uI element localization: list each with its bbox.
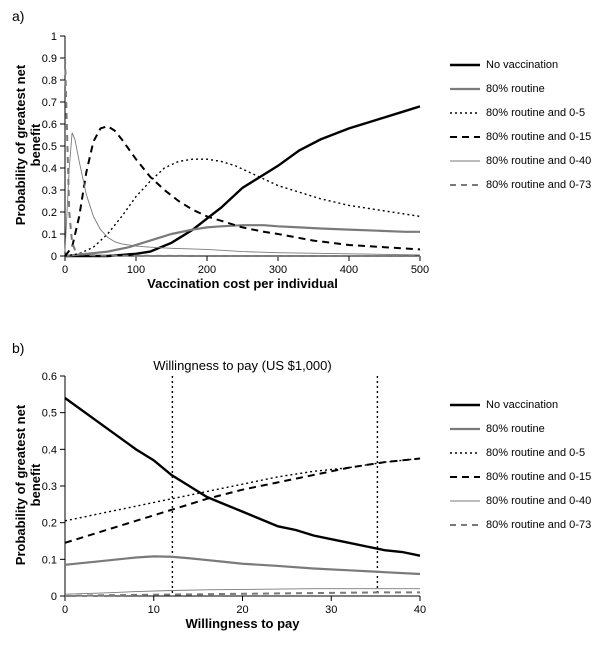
panel-a-legend: No vaccination 80% routine 80% routine and… [450,58,591,202]
legend-item: No vaccination [450,58,591,72]
legend-label: 80% routine and 0-15 [486,471,591,483]
legend-label: 80% routine and 0-5 [486,107,585,119]
legend-label: 80% routine [486,423,545,435]
svg-text:0.2: 0.2 [42,207,57,219]
legend-label: 80% routine and 0-40 [486,155,591,167]
svg-text:30: 30 [325,604,337,616]
legend-item: 80% routine and 0-73 [450,518,591,532]
svg-text:0.4: 0.4 [42,444,57,456]
svg-text:20: 20 [236,604,248,616]
legend-item: 80% routine and 0-15 [450,470,591,484]
legend-item: 80% routine and 0-15 [450,130,591,144]
svg-text:0.1: 0.1 [42,229,57,241]
svg-text:0.6: 0.6 [42,119,57,131]
svg-text:0: 0 [62,264,68,276]
legend-label: 80% routine and 0-73 [486,179,591,191]
legend-label: 80% routine [486,83,545,95]
legend-label: 80% routine and 0-5 [486,447,585,459]
legend-item: 80% routine and 0-40 [450,154,591,168]
legend-label: No vaccination [486,399,558,411]
legend-item: 80% routine and 0-5 [450,446,591,460]
svg-text:0.7: 0.7 [42,97,57,109]
svg-text:0.5: 0.5 [42,408,57,420]
figure: a) 010020030040050000.10.20.30.40.50.60.… [0,0,600,663]
svg-text:0.8: 0.8 [42,75,57,87]
panel-b-legend: No vaccination 80% routine 80% routine and… [450,398,591,542]
svg-text:40: 40 [414,604,426,616]
svg-text:0.9: 0.9 [42,53,57,65]
panel-b-ylabel: Probability of greatest net benefit [13,395,43,575]
legend-item: 80% routine [450,422,591,436]
legend-item: No vaccination [450,398,591,412]
legend-label: No vaccination [486,59,558,71]
svg-text:0.4: 0.4 [42,163,57,175]
svg-text:0.3: 0.3 [42,481,57,493]
svg-text:0.5: 0.5 [42,141,57,153]
svg-text:200: 200 [198,264,216,276]
svg-text:300: 300 [269,264,287,276]
svg-text:0.1: 0.1 [42,554,57,566]
legend-label: 80% routine and 0-40 [486,495,591,507]
svg-text:0.6: 0.6 [42,371,57,383]
svg-text:0: 0 [51,591,57,603]
legend-label: 80% routine and 0-15 [486,131,591,143]
legend-item: 80% routine and 0-40 [450,494,591,508]
svg-text:100: 100 [127,264,145,276]
svg-text:0.2: 0.2 [42,518,57,530]
legend-label: 80% routine and 0-73 [486,519,591,531]
svg-text:500: 500 [411,264,429,276]
legend-item: 80% routine [450,82,591,96]
legend-item: 80% routine and 0-5 [450,106,591,120]
svg-text:10: 10 [148,604,160,616]
legend-item: 80% routine and 0-73 [450,178,591,192]
svg-text:1: 1 [51,31,57,43]
panel-b-ylabel-text: Probability of greatest net benefit [13,405,43,565]
panel-a-ylabel: Probability of greatest net benefit [13,55,43,235]
panel-a-xlabel: Vaccination cost per individual [65,276,420,291]
panel-b-xlabel: Willingness to pay [65,616,420,631]
panel-a-ylabel-text: Probability of greatest net benefit [13,65,43,225]
svg-text:0: 0 [62,604,68,616]
svg-text:0.3: 0.3 [42,185,57,197]
svg-text:400: 400 [340,264,358,276]
svg-text:0: 0 [51,251,57,263]
